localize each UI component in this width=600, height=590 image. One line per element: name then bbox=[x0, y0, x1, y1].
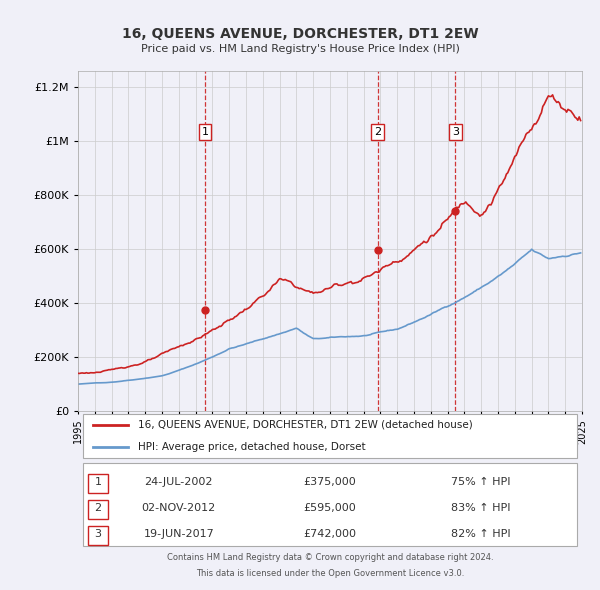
Text: 19-JUN-2017: 19-JUN-2017 bbox=[143, 529, 214, 539]
Text: 1: 1 bbox=[95, 477, 101, 487]
Text: 02-NOV-2012: 02-NOV-2012 bbox=[142, 503, 216, 513]
Text: Price paid vs. HM Land Registry's House Price Index (HPI): Price paid vs. HM Land Registry's House … bbox=[140, 44, 460, 54]
Text: 24-JUL-2002: 24-JUL-2002 bbox=[145, 477, 213, 487]
Text: 16, QUEENS AVENUE, DORCHESTER, DT1 2EW: 16, QUEENS AVENUE, DORCHESTER, DT1 2EW bbox=[122, 27, 478, 41]
Text: 1: 1 bbox=[202, 127, 209, 137]
Text: 2: 2 bbox=[374, 127, 381, 137]
FancyBboxPatch shape bbox=[83, 463, 577, 546]
Text: 83% ↑ HPI: 83% ↑ HPI bbox=[451, 503, 511, 513]
Text: 16, QUEENS AVENUE, DORCHESTER, DT1 2EW (detached house): 16, QUEENS AVENUE, DORCHESTER, DT1 2EW (… bbox=[139, 420, 473, 430]
Text: 3: 3 bbox=[95, 529, 101, 539]
FancyBboxPatch shape bbox=[88, 500, 108, 519]
Text: Contains HM Land Registry data © Crown copyright and database right 2024.: Contains HM Land Registry data © Crown c… bbox=[167, 553, 493, 562]
FancyBboxPatch shape bbox=[83, 414, 577, 458]
Text: This data is licensed under the Open Government Licence v3.0.: This data is licensed under the Open Gov… bbox=[196, 569, 464, 578]
Text: £375,000: £375,000 bbox=[304, 477, 356, 487]
Text: 82% ↑ HPI: 82% ↑ HPI bbox=[451, 529, 511, 539]
FancyBboxPatch shape bbox=[88, 474, 108, 493]
Text: 75% ↑ HPI: 75% ↑ HPI bbox=[451, 477, 511, 487]
Text: HPI: Average price, detached house, Dorset: HPI: Average price, detached house, Dors… bbox=[139, 442, 366, 452]
Text: 3: 3 bbox=[452, 127, 459, 137]
FancyBboxPatch shape bbox=[88, 526, 108, 545]
Text: 2: 2 bbox=[95, 503, 102, 513]
Text: £742,000: £742,000 bbox=[304, 529, 356, 539]
Text: £595,000: £595,000 bbox=[304, 503, 356, 513]
